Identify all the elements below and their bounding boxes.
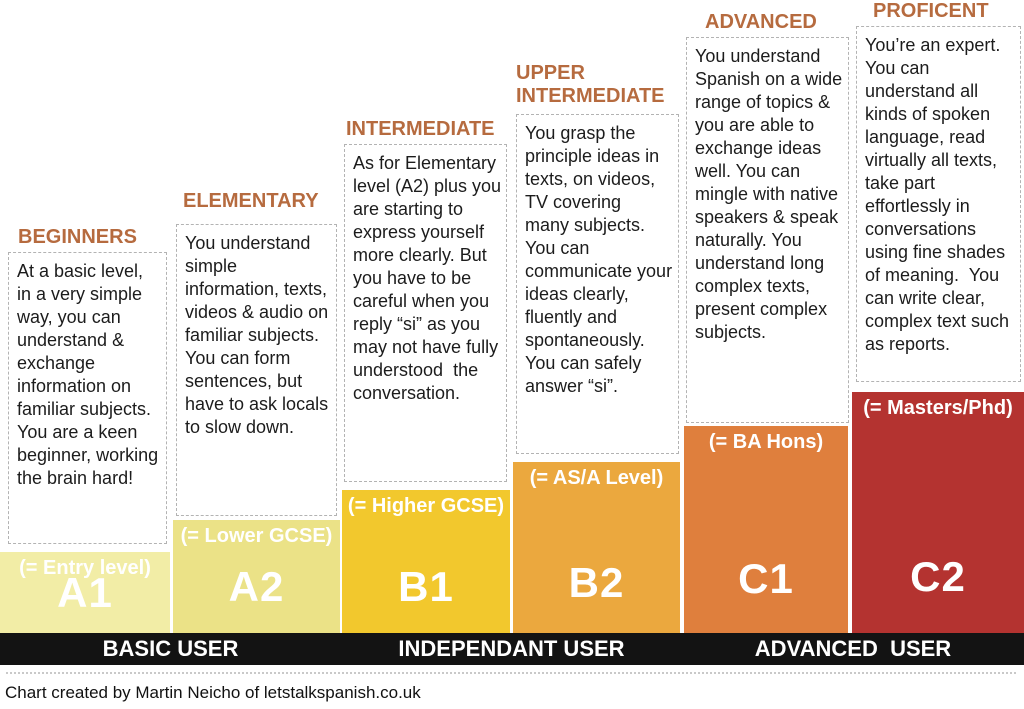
- level-description-box-b1: As for Elementary level (A2) plus you ar…: [344, 144, 507, 482]
- level-description-box-b2: You grasp the principle ideas in texts, …: [516, 114, 679, 454]
- level-heading-elementary: ELEMENTARY: [183, 190, 319, 212]
- level-bar-b1: (= Higher GCSE) B1: [342, 490, 510, 633]
- level-description-c2: You’re an expert. You can understand all…: [865, 35, 1015, 354]
- level-heading-beginners: BEGINNERS: [18, 226, 137, 248]
- user-band: BASIC USER INDEPENDANT USER ADVANCED USE…: [0, 633, 1024, 665]
- level-equivalent-label-c2: (= Masters/Phd): [863, 397, 1013, 419]
- level-description-a1: At a basic level, in a very simple way, …: [17, 261, 164, 488]
- level-heading-upper-intermediate: UPPER INTERMEDIATE: [516, 62, 665, 107]
- level-description-c1: You understand Spanish on a wide range o…: [695, 46, 848, 342]
- level-code-b2: B2: [568, 559, 625, 606]
- level-description-box-c2: You’re an expert. You can understand all…: [856, 26, 1021, 382]
- level-equivalent-label-c1: (= BA Hons): [708, 431, 824, 453]
- level-equivalent-label-b1: (= Higher GCSE): [347, 495, 505, 517]
- level-bar-a1: (= Entry level) A1: [0, 552, 170, 633]
- level-equivalent-label-b2: (= AS/A Level): [529, 467, 664, 489]
- level-description-box-a1: At a basic level, in a very simple way, …: [8, 252, 167, 544]
- level-heading-proficent: PROFICENT: [873, 0, 989, 22]
- level-description-b1: As for Elementary level (A2) plus you ar…: [353, 153, 507, 403]
- level-bar-b2: (= AS/A Level) B2: [513, 462, 680, 633]
- level-description-b2: You grasp the principle ideas in texts, …: [525, 123, 678, 396]
- level-bar-a2: (= Lower GCSE) A2: [173, 520, 340, 633]
- level-equivalent-label-a2: (= Lower GCSE): [180, 525, 333, 547]
- level-code-c2: C2: [910, 553, 966, 600]
- user-band-label-independant: INDEPENDANT USER: [398, 636, 625, 661]
- level-bar-c1: (= BA Hons) C1: [684, 426, 848, 633]
- user-band-label-advanced: ADVANCED USER: [754, 636, 952, 661]
- dotted-divider-line: [6, 672, 1016, 674]
- level-description-a2: You understand simple information, texts…: [185, 233, 334, 437]
- level-code-a2: A2: [228, 563, 285, 610]
- level-code-b1: B1: [398, 563, 454, 610]
- user-band-label-basic: BASIC USER: [102, 636, 239, 661]
- level-description-box-a2: You understand simple information, texts…: [176, 224, 337, 516]
- footer-credit: Chart created by Martin Neicho of letsta…: [5, 683, 421, 702]
- level-heading-advanced: ADVANCED: [705, 11, 817, 33]
- level-equivalent-label-a1: (= Entry level): [19, 557, 151, 579]
- level-description-box-c1: You understand Spanish on a wide range o…: [686, 37, 849, 423]
- level-heading-intermediate: INTERMEDIATE: [346, 118, 495, 140]
- level-bar-c2: (= Masters/Phd) C2: [852, 392, 1024, 633]
- level-code-a1: A1: [57, 569, 113, 616]
- level-code-c1: C1: [738, 555, 794, 602]
